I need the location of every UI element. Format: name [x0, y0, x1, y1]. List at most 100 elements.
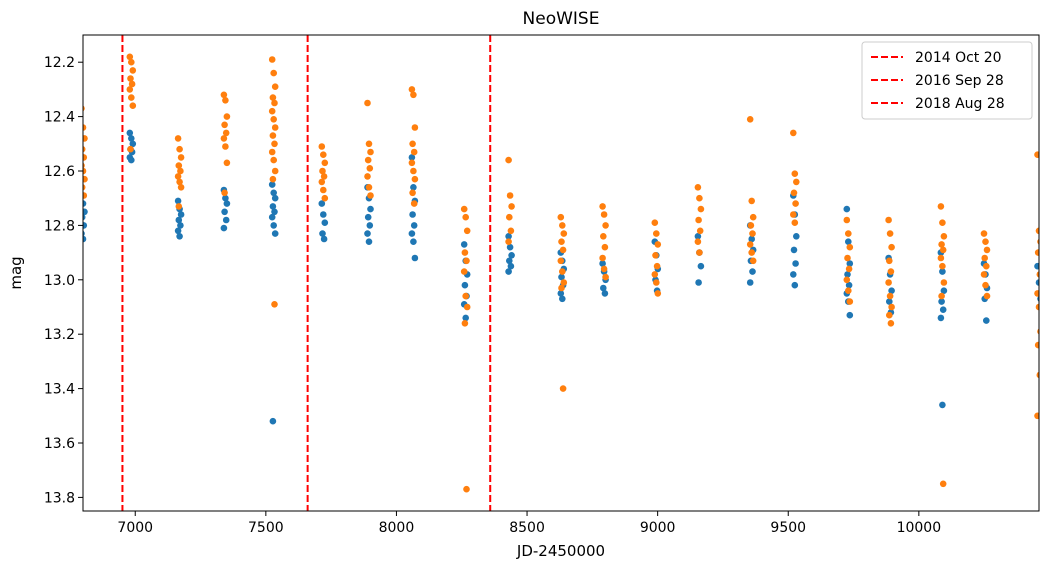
point-series1-epoch15-0 — [790, 129, 797, 137]
x-axis-ticks: 7000 7500 8000 8500 9000 9500 10000 — [117, 511, 941, 536]
point-series0-epoch6-5 — [364, 230, 371, 237]
point-series1-epoch8-5 — [460, 268, 468, 275]
point-series1-epoch9-1 — [506, 192, 514, 199]
y-axis-ticks: 12.2 12.4 12.6 12.8 13.0 13.2 13.4 13.6 13.8 — [44, 55, 83, 506]
point-series0-epoch15-4 — [792, 260, 799, 267]
x-tick-label-0: 7000 — [117, 520, 153, 536]
point-series1-epoch8-8 — [461, 320, 469, 327]
point-series1-epoch8-6 — [462, 292, 470, 300]
point-series1-epoch20-8 — [1034, 341, 1039, 349]
point-series0-epoch1-1 — [128, 135, 135, 142]
point-series0-epoch7-3 — [409, 211, 416, 218]
point-series1-epoch0-3 — [83, 145, 86, 153]
point-series0-epoch18-6 — [939, 401, 946, 409]
point-series1-epoch19-7 — [983, 292, 991, 300]
point-series1-epoch4-8 — [269, 132, 277, 139]
point-series1-epoch5-3 — [319, 167, 326, 175]
point-series1-epoch10-8 — [558, 284, 565, 292]
point-series0-epoch7-5 — [408, 230, 416, 237]
x-tick-label-6: 10000 — [897, 520, 942, 536]
point-series1-epoch16-7 — [846, 298, 854, 305]
point-series0-epoch16-7 — [846, 311, 854, 319]
point-series0-epoch9-4 — [507, 262, 515, 270]
point-series0-epoch5-2 — [321, 219, 329, 226]
point-series1-epoch3-5 — [220, 135, 228, 142]
point-series0-epoch5-3 — [319, 230, 326, 237]
point-series0-epoch4-5 — [268, 213, 276, 221]
point-series0-epoch7-4 — [410, 222, 418, 229]
point-series1-epoch6-1 — [365, 140, 373, 148]
point-series0-epoch16-4 — [845, 281, 853, 289]
point-series1-epoch10-3 — [558, 238, 565, 245]
point-series1-epoch3-3 — [221, 121, 228, 129]
point-series0-epoch18-3 — [938, 298, 945, 305]
scatter-points — [83, 53, 1039, 493]
point-series1-epoch18-6 — [939, 262, 946, 270]
x-axis-label: JD-2450000 — [516, 542, 605, 560]
point-series1-epoch6-3 — [364, 156, 372, 164]
point-series1-epoch20-10 — [1034, 412, 1039, 420]
x-tick-label-3: 8500 — [509, 520, 545, 536]
point-series1-epoch14-7 — [749, 257, 757, 265]
point-series1-epoch7-6 — [410, 167, 417, 175]
point-series1-epoch8-0 — [460, 205, 468, 213]
point-series1-epoch0-2 — [83, 135, 88, 142]
point-series0-epoch16-1 — [845, 238, 852, 245]
point-series1-epoch16-4 — [845, 265, 853, 273]
point-series1-epoch7-3 — [409, 140, 416, 148]
point-series0-epoch18-2 — [940, 287, 948, 295]
point-series0-epoch13-3 — [695, 279, 702, 286]
point-series1-epoch17-3 — [886, 257, 893, 265]
point-series0-epoch7-1 — [410, 184, 417, 191]
point-series0-epoch15-6 — [791, 281, 799, 289]
point-series1-epoch17-9 — [887, 320, 895, 327]
y-axis-label: mag — [7, 256, 25, 289]
point-series1-epoch20-6 — [1035, 303, 1039, 311]
point-series1-epoch9-3 — [506, 213, 513, 221]
point-series1-epoch10-7 — [560, 279, 568, 286]
point-series1-epoch18-4 — [939, 246, 947, 254]
point-series1-epoch3-6 — [222, 143, 229, 150]
point-series1-epoch19-6 — [982, 281, 989, 289]
point-series1-epoch7-2 — [411, 124, 419, 131]
point-series1-epoch5-6 — [320, 186, 327, 194]
point-series1-epoch12-6 — [653, 279, 660, 286]
point-series0-epoch15-3 — [790, 246, 798, 254]
point-series1-epoch8-7 — [463, 303, 471, 311]
point-series0-epoch1-2 — [129, 140, 137, 148]
point-series1-epoch19-1 — [982, 238, 989, 245]
point-series0-epoch20-1 — [1035, 279, 1039, 286]
point-series1-epoch8-9 — [463, 485, 470, 493]
point-series1-epoch7-0 — [408, 86, 416, 93]
point-series1-epoch8-3 — [461, 249, 469, 256]
point-series0-epoch8-0 — [460, 241, 468, 248]
point-series1-epoch13-2 — [697, 205, 705, 213]
point-series0-epoch4-8 — [269, 417, 277, 425]
point-series1-epoch8-1 — [462, 213, 470, 221]
y-tick-label-7: 13.6 — [44, 436, 75, 452]
legend: 2014 Oct 20 2016 Sep 28 2018 Aug 28 — [861, 41, 1033, 120]
point-series1-epoch2-2 — [177, 154, 185, 161]
point-series1-epoch8-2 — [463, 227, 471, 235]
point-series1-epoch20-0 — [1034, 151, 1039, 158]
point-series1-epoch0-9 — [83, 192, 88, 199]
point-series0-epoch10-5 — [557, 290, 565, 297]
point-series0-epoch0-3 — [83, 213, 86, 221]
point-series1-epoch1-5 — [126, 86, 134, 93]
point-series1-epoch4-11 — [270, 156, 278, 164]
point-series0-epoch3-2 — [223, 200, 231, 207]
point-series1-epoch10-0 — [557, 213, 565, 221]
point-series0-epoch9-5 — [505, 268, 512, 275]
point-series1-epoch14-1 — [748, 197, 755, 205]
point-series0-epoch4-1 — [270, 189, 278, 197]
point-series1-epoch3-7 — [223, 159, 231, 167]
point-series1-epoch19-2 — [983, 246, 991, 254]
x-tick-label-1: 7500 — [248, 520, 284, 536]
point-series0-epoch1-0 — [126, 129, 134, 137]
point-series1-epoch10-2 — [560, 230, 568, 237]
point-series0-epoch10-6 — [559, 295, 566, 303]
point-series0-epoch6-4 — [366, 222, 374, 229]
y-tick-label-4: 13.0 — [44, 273, 75, 289]
point-series1-epoch12-5 — [651, 271, 659, 278]
point-series1-epoch13-6 — [696, 249, 703, 256]
